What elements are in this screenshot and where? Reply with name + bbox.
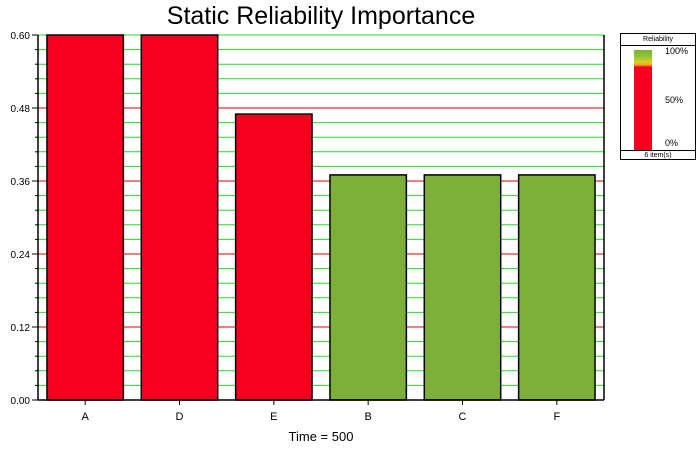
y-tick-label: 0.12	[11, 323, 31, 334]
legend-title: Reliability	[621, 34, 695, 46]
x-tick-label: A	[81, 411, 89, 423]
y-tick-label: 0.60	[11, 31, 31, 42]
legend-tick-100: 100%	[665, 46, 689, 56]
legend-tick-0: 0%	[665, 138, 679, 148]
tick-labels: 0.00 0.12 0.24 0.36 0.48 0.60 A D E B C F	[11, 31, 561, 423]
bar-f	[517, 174, 596, 401]
y-tick-label: 0.00	[11, 396, 31, 407]
axes	[32, 34, 605, 405]
bar-c	[423, 174, 502, 401]
x-tick-label: B	[364, 411, 371, 423]
y-tick-label: 0.24	[11, 250, 31, 261]
bar-b	[329, 174, 408, 401]
bar-e	[234, 113, 313, 401]
x-axis-label: Time = 500	[288, 429, 354, 444]
y-tick-label: 0.48	[11, 104, 31, 115]
chart-title: Static Reliability Importance	[166, 2, 476, 30]
y-tick-label: 0.36	[11, 177, 31, 188]
x-tick-label: F	[553, 411, 560, 423]
legend-item-count: 6 item(s)	[621, 150, 695, 160]
x-tick-label: D	[176, 411, 184, 423]
x-tick-label: E	[270, 411, 277, 423]
legend: Reliability 100% 50% 0% 6 item(s)	[620, 33, 696, 160]
bars	[46, 34, 596, 401]
bar-d	[140, 34, 219, 401]
legend-color-scale	[634, 50, 652, 150]
bar-a	[46, 34, 125, 401]
legend-tick-50: 50%	[665, 95, 684, 105]
x-tick-label: C	[459, 411, 467, 423]
grid-lines	[38, 34, 604, 386]
